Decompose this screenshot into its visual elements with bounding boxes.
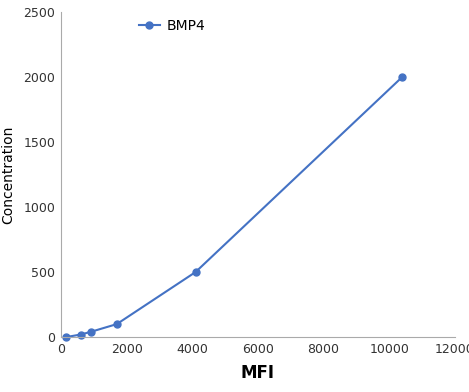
BMP4 bbox=[88, 330, 93, 334]
BMP4 bbox=[63, 335, 68, 339]
BMP4 bbox=[400, 74, 405, 79]
BMP4 bbox=[78, 332, 83, 337]
Legend: BMP4: BMP4 bbox=[139, 19, 205, 33]
Line: BMP4: BMP4 bbox=[62, 73, 406, 341]
BMP4 bbox=[193, 270, 198, 274]
X-axis label: MFI: MFI bbox=[241, 364, 275, 382]
BMP4 bbox=[114, 322, 120, 327]
Y-axis label: Concentration: Concentration bbox=[1, 125, 15, 223]
